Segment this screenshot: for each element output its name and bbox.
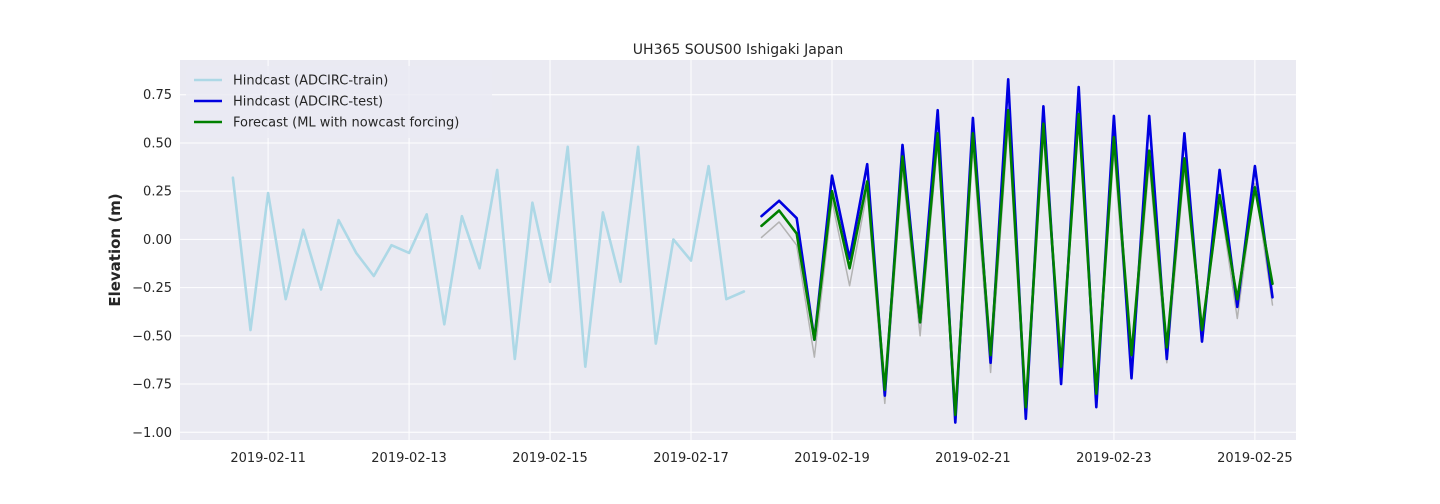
y-tick-label: −0.75 <box>132 378 172 393</box>
legend-box <box>186 66 492 138</box>
x-tick-label: 2019-02-13 <box>371 451 447 466</box>
series-line-3 <box>760 108 1274 417</box>
y-tick-label: 0.00 <box>143 233 172 248</box>
tick-labels: 0.75 0.50 0.25 0.00 −0.25 −0.50 −0.75 −1.00 2019… <box>132 88 1293 466</box>
legend-label: Hindcast (ADCIRC-test) <box>233 95 383 110</box>
x-tick-label: 2019-02-15 <box>512 451 588 466</box>
series-lines <box>231 78 1274 424</box>
y-tick-label: −0.50 <box>132 329 172 344</box>
legend-label: Hindcast (ADCIRC-train) <box>233 74 388 89</box>
x-tick-label: 2019-02-19 <box>794 451 870 466</box>
x-tick-label: 2019-02-23 <box>1076 451 1152 466</box>
y-tick-label: −1.00 <box>132 426 172 441</box>
y-tick-label: 0.75 <box>143 88 172 103</box>
x-tick-label: 2019-02-11 <box>230 451 306 466</box>
x-tick-label: 2019-02-17 <box>653 451 729 466</box>
x-tick-label: 2019-02-21 <box>935 451 1011 466</box>
series-line-0 <box>231 145 746 369</box>
legend-label: Forecast (ML with nowcast forcing) <box>233 116 459 131</box>
x-tick-label: 2019-02-25 <box>1217 451 1293 466</box>
chart-title: UH365 SOUS00 Ishigaki Japan <box>633 42 843 58</box>
legend: Hindcast (ADCIRC-train) Hindcast (ADCIRC-… <box>186 66 492 138</box>
y-tick-label: 0.50 <box>143 136 172 151</box>
y-tick-label: −0.25 <box>132 281 172 296</box>
y-tick-label: 0.25 <box>143 185 172 200</box>
y-axis-label: Elevation (m) <box>106 193 124 306</box>
